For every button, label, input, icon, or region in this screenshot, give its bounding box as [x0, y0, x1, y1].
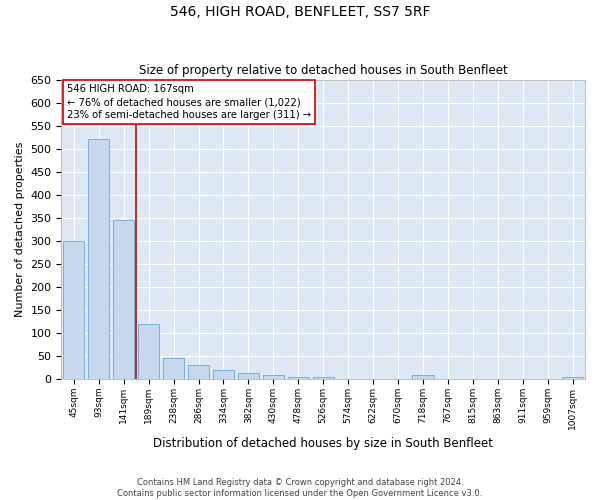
X-axis label: Distribution of detached houses by size in South Benfleet: Distribution of detached houses by size … [153, 437, 493, 450]
Bar [63, 240, 85, 379]
Bar [412, 375, 434, 379]
Y-axis label: Number of detached properties: Number of detached properties [15, 142, 25, 317]
Bar [238, 373, 259, 379]
Bar [562, 376, 583, 379]
Bar [213, 370, 234, 379]
Bar [88, 140, 109, 379]
Bar [287, 376, 309, 379]
Text: Contains HM Land Registry data © Crown copyright and database right 2024.
Contai: Contains HM Land Registry data © Crown c… [118, 478, 482, 498]
Bar [113, 220, 134, 379]
Bar [313, 376, 334, 379]
Title: Size of property relative to detached houses in South Benfleet: Size of property relative to detached ho… [139, 64, 508, 77]
Bar [138, 324, 159, 379]
Bar [163, 358, 184, 379]
Text: 546, HIGH ROAD, BENFLEET, SS7 5RF: 546, HIGH ROAD, BENFLEET, SS7 5RF [170, 5, 430, 19]
Bar [263, 375, 284, 379]
Bar [188, 365, 209, 379]
Text: 546 HIGH ROAD: 167sqm
← 76% of detached houses are smaller (1,022)
23% of semi-d: 546 HIGH ROAD: 167sqm ← 76% of detached … [67, 84, 311, 120]
